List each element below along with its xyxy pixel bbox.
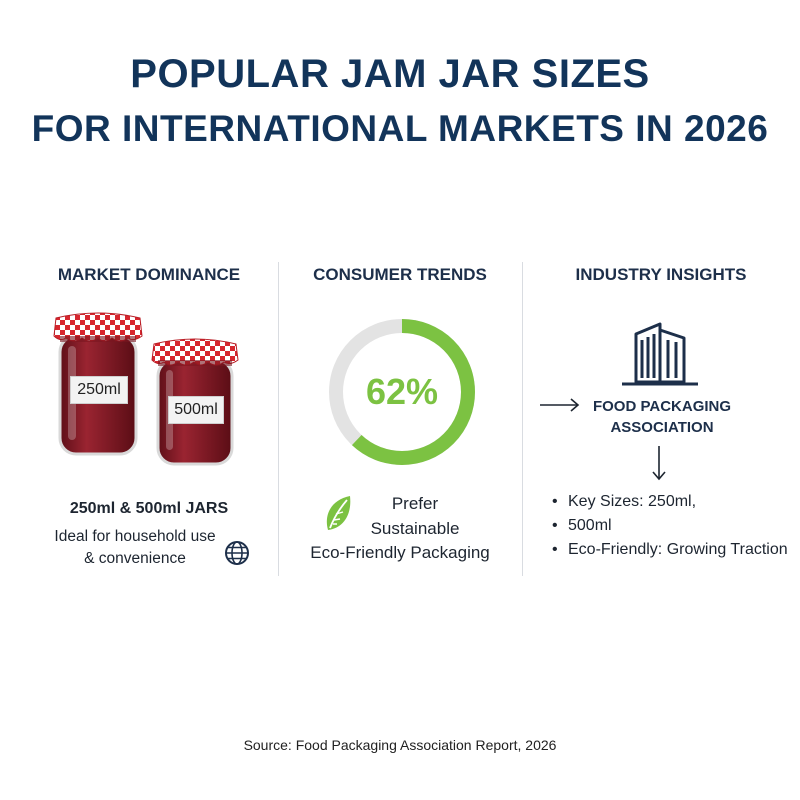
arrow-down-icon xyxy=(652,446,666,481)
industry-insights-heading: INDUSTRY INSIGHTS xyxy=(575,265,747,284)
donut-fill xyxy=(329,319,475,465)
industry-insights-panel: INDUSTRY INSIGHTS FOOD PACKAGING ASSOCIA… xyxy=(528,262,794,580)
consumer-trends-heading: CONSUMER TRENDS xyxy=(313,265,487,284)
description-line-1: Ideal for household use xyxy=(54,528,216,545)
trend-line-2: Sustainable xyxy=(370,518,460,538)
insight-item: Eco-Friendly: Growing Traction xyxy=(550,538,788,562)
association-name: FOOD PACKAGING ASSOCIATION xyxy=(582,396,742,438)
jar-sizes-description: Ideal for household use & convenience xyxy=(30,526,240,570)
page-title-line-2: FOR INTERNATIONAL MARKETS IN 2026 xyxy=(31,108,769,149)
jar-sizes-title: 250ml & 500ml JARS xyxy=(69,500,229,517)
insights-list: Key Sizes: 250ml, 500ml Eco-Friendly: Gr… xyxy=(550,490,788,562)
jar-large: 250ml xyxy=(50,310,146,460)
donut-percent-label: 62% xyxy=(365,371,439,412)
insight-item: Key Sizes: 250ml, xyxy=(550,490,788,514)
column-divider xyxy=(522,262,523,576)
insight-item: 500ml xyxy=(550,514,788,538)
jar-small-label: 500ml xyxy=(168,396,224,424)
page-title-line-1: POPULAR JAM JAR SIZES xyxy=(130,52,650,96)
description-line-2: & convenience xyxy=(84,550,186,567)
building-icon xyxy=(622,322,698,386)
leaf-icon xyxy=(326,496,351,530)
association-line-1: FOOD PACKAGING xyxy=(592,398,732,415)
market-dominance-heading: MARKET DOMINANCE xyxy=(57,265,241,284)
trend-line-1: Prefer xyxy=(391,494,439,513)
jar-illustration: 250ml 500ml xyxy=(30,310,268,475)
arrow-right-icon xyxy=(540,398,580,412)
source-note: Source: Food Packaging Association Repor… xyxy=(243,737,557,753)
consumer-trends-panel: CONSUMER TRENDS 62% Prefer Sustainable E… xyxy=(282,262,518,580)
percent-donut: 62% xyxy=(322,312,482,472)
column-divider xyxy=(278,262,279,576)
trend-description: Prefer Sustainable Eco-Friendly Packagin… xyxy=(282,492,518,566)
jar-large-label: 250ml xyxy=(70,376,128,404)
association-line-2: ASSOCIATION xyxy=(610,419,714,436)
globe-icon xyxy=(225,541,249,565)
trend-line-3: Eco-Friendly Packaging xyxy=(310,543,490,562)
market-dominance-panel: MARKET DOMINANCE xyxy=(30,262,268,580)
jar-small: 500ml xyxy=(150,336,240,468)
